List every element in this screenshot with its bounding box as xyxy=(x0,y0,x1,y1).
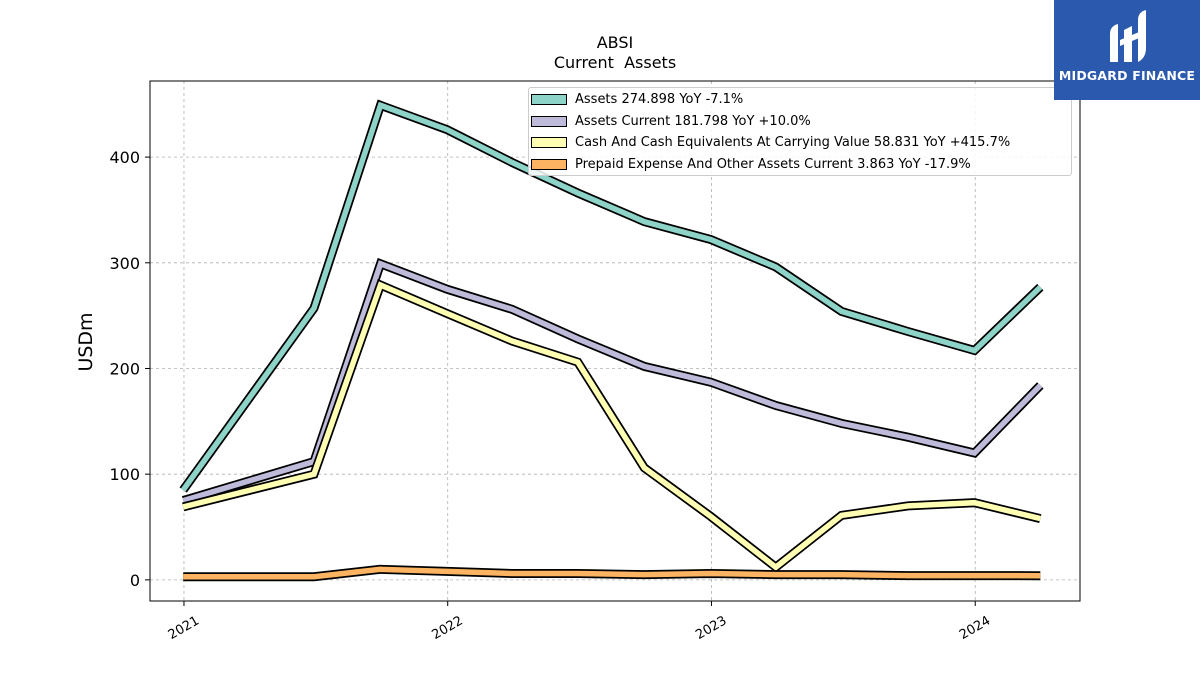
y-axis: 0 100 200 300 400 xyxy=(109,148,150,590)
logo-mark-icon xyxy=(1110,10,1146,62)
legend-label: Assets Current 181.798 YoY +10.0% xyxy=(575,114,811,129)
y-tick-label: 0 xyxy=(130,571,140,590)
x-axis: 2021 2022 2023 2024 xyxy=(166,601,993,643)
y-tick-label: 100 xyxy=(109,465,140,484)
series-lines xyxy=(179,99,1044,582)
legend-item-cash: Cash And Cash Equivalents At Carrying Va… xyxy=(529,134,1071,154)
series-line-3 xyxy=(183,566,1041,580)
legend-item-prepaid: Prepaid Expense And Other Assets Current… xyxy=(529,156,1071,176)
x-tick-label: 2021 xyxy=(166,613,202,643)
legend: Assets 274.898 YoY -7.1% Assets Current … xyxy=(528,87,1072,176)
chart-title: ABSI xyxy=(597,33,634,52)
series-line-0 xyxy=(180,101,1043,492)
series-line-outline-1 xyxy=(181,257,1044,505)
x-tick-label: 2022 xyxy=(430,613,466,643)
midgard-finance-logo: MIDGARD FINANCE xyxy=(1054,0,1200,100)
legend-label: Prepaid Expense And Other Assets Current… xyxy=(575,157,971,172)
logo-text: MIDGARD FINANCE xyxy=(1058,68,1196,83)
y-axis-label: USDm xyxy=(75,312,97,371)
legend-swatch xyxy=(531,137,567,148)
y-tick-label: 400 xyxy=(109,148,140,167)
x-tick-label: 2024 xyxy=(957,613,993,643)
x-tick-label: 2023 xyxy=(693,613,729,643)
chart-subtitle: Current Assets xyxy=(554,53,676,72)
legend-item-assets-current: Assets Current 181.798 YoY +10.0% xyxy=(529,113,1071,133)
plot-frame xyxy=(149,80,1081,602)
legend-item-assets: Assets 274.898 YoY -7.1% xyxy=(529,91,1071,111)
series-line-outline-2 xyxy=(182,278,1042,573)
y-tick-label: 300 xyxy=(109,254,140,273)
legend-label: Cash And Cash Equivalents At Carrying Va… xyxy=(575,135,1011,150)
y-tick-label: 200 xyxy=(109,359,140,378)
legend-label: Assets 274.898 YoY -7.1% xyxy=(575,92,744,107)
legend-swatch xyxy=(531,94,567,105)
legend-swatch xyxy=(531,159,567,170)
series-line-2 xyxy=(182,281,1041,571)
series-line-1 xyxy=(182,260,1043,504)
legend-swatch xyxy=(531,116,567,127)
